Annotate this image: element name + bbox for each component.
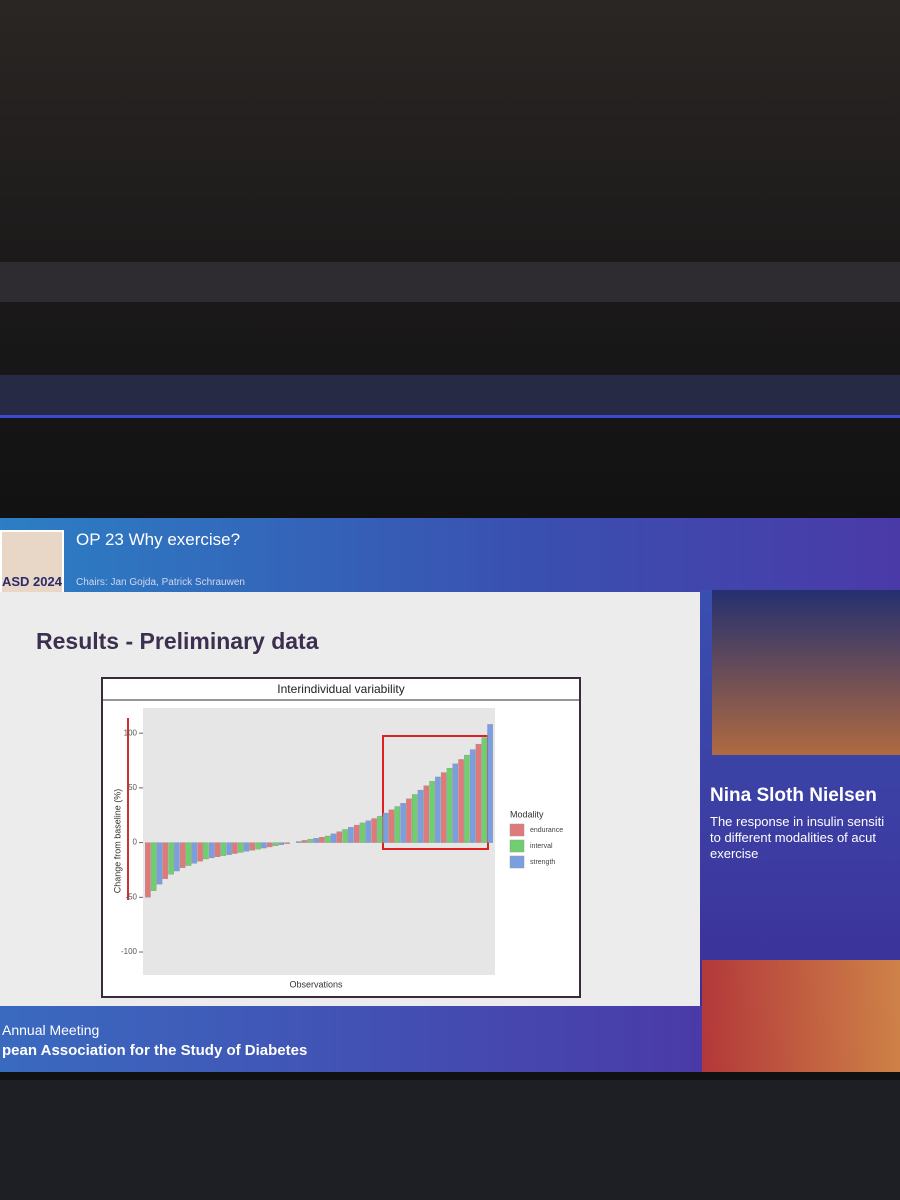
logo [0,530,64,596]
bar [284,842,290,844]
bar [249,842,256,851]
x-axis-label: Observations [289,979,343,989]
legend-swatch [509,839,525,853]
bar [197,842,203,862]
bar [464,754,470,843]
y-tick-label: 100 [124,728,138,737]
bar [150,842,157,891]
bar [174,842,180,872]
bar [191,842,198,864]
bar [324,835,331,843]
footer-text: Annual Meeting [2,1022,100,1038]
bar [348,827,354,843]
bar [232,842,238,854]
speaker-name: Nina Sloth Nielsen [710,785,877,806]
city-graphic [702,960,900,1072]
bar [319,836,325,843]
y-tick-label: -50 [125,892,137,901]
bar [452,763,459,843]
bar [377,816,383,843]
talk-title: exercise [710,846,759,861]
bar [371,818,377,843]
bar [406,798,412,843]
legend-swatch [509,823,525,837]
speaker-video [712,590,900,755]
bar [365,820,372,843]
bar [435,776,441,843]
bar [295,841,302,843]
bar [423,785,430,843]
bar [388,809,395,843]
bar [162,842,169,879]
footer-text: pean Association for the Study of Diabet… [2,1042,308,1059]
truss [0,375,900,418]
bar [359,822,366,843]
footer-band [0,1006,702,1072]
bar [272,842,279,847]
bar [417,789,424,843]
bar [266,842,273,848]
logo-text: ASD 2024 [2,574,62,589]
bar [353,824,360,843]
bar [255,842,261,850]
bar [440,772,447,843]
bar [411,794,418,843]
bar [446,768,453,843]
ceiling [0,0,900,520]
bar [382,812,389,843]
legend-label: interval [530,843,553,850]
bar [214,842,221,857]
legend-swatch [509,855,525,869]
bar [429,781,435,843]
bar [301,840,308,843]
bar [487,724,493,843]
y-tick-label: 50 [128,783,137,792]
bar [475,743,482,843]
legend-label: strength [530,859,555,866]
bar [307,839,314,843]
bar [394,806,401,843]
y-tick-label: 0 [133,838,138,847]
chart-title: Interindividual variability [277,682,404,696]
legend-label: endurance [530,827,563,834]
bar [469,749,476,843]
bar [330,833,337,843]
y-tick-label: -100 [121,947,138,956]
bar [203,842,209,860]
bar [226,842,232,855]
chairs: Chairs: Jan Gojda, Patrick Schrauwen [76,577,245,588]
bar [208,842,215,859]
bar [481,737,488,843]
header-band [0,518,900,600]
bar [243,842,250,852]
bar [237,842,244,853]
bar [185,842,192,866]
truss [0,262,900,302]
bar [458,759,464,843]
bar [342,829,348,843]
bar [278,842,285,845]
bar [336,831,343,843]
stage [0,1080,900,1200]
bar [313,838,319,843]
talk-title: The response in insulin sensiti [710,814,885,829]
bar [220,842,227,856]
bar [261,842,267,849]
bar [156,842,163,885]
bar [145,842,151,898]
session-title: OP 23 Why exercise? [76,530,241,549]
bar [179,842,186,868]
y-axis-label: Change from baseline (%) [112,789,122,894]
heading: Results - Preliminary data [36,628,319,654]
talk-title: to different modalities of acut [710,830,876,845]
bar [168,842,174,875]
bar [400,803,406,843]
legend-title: Modality [510,809,544,819]
